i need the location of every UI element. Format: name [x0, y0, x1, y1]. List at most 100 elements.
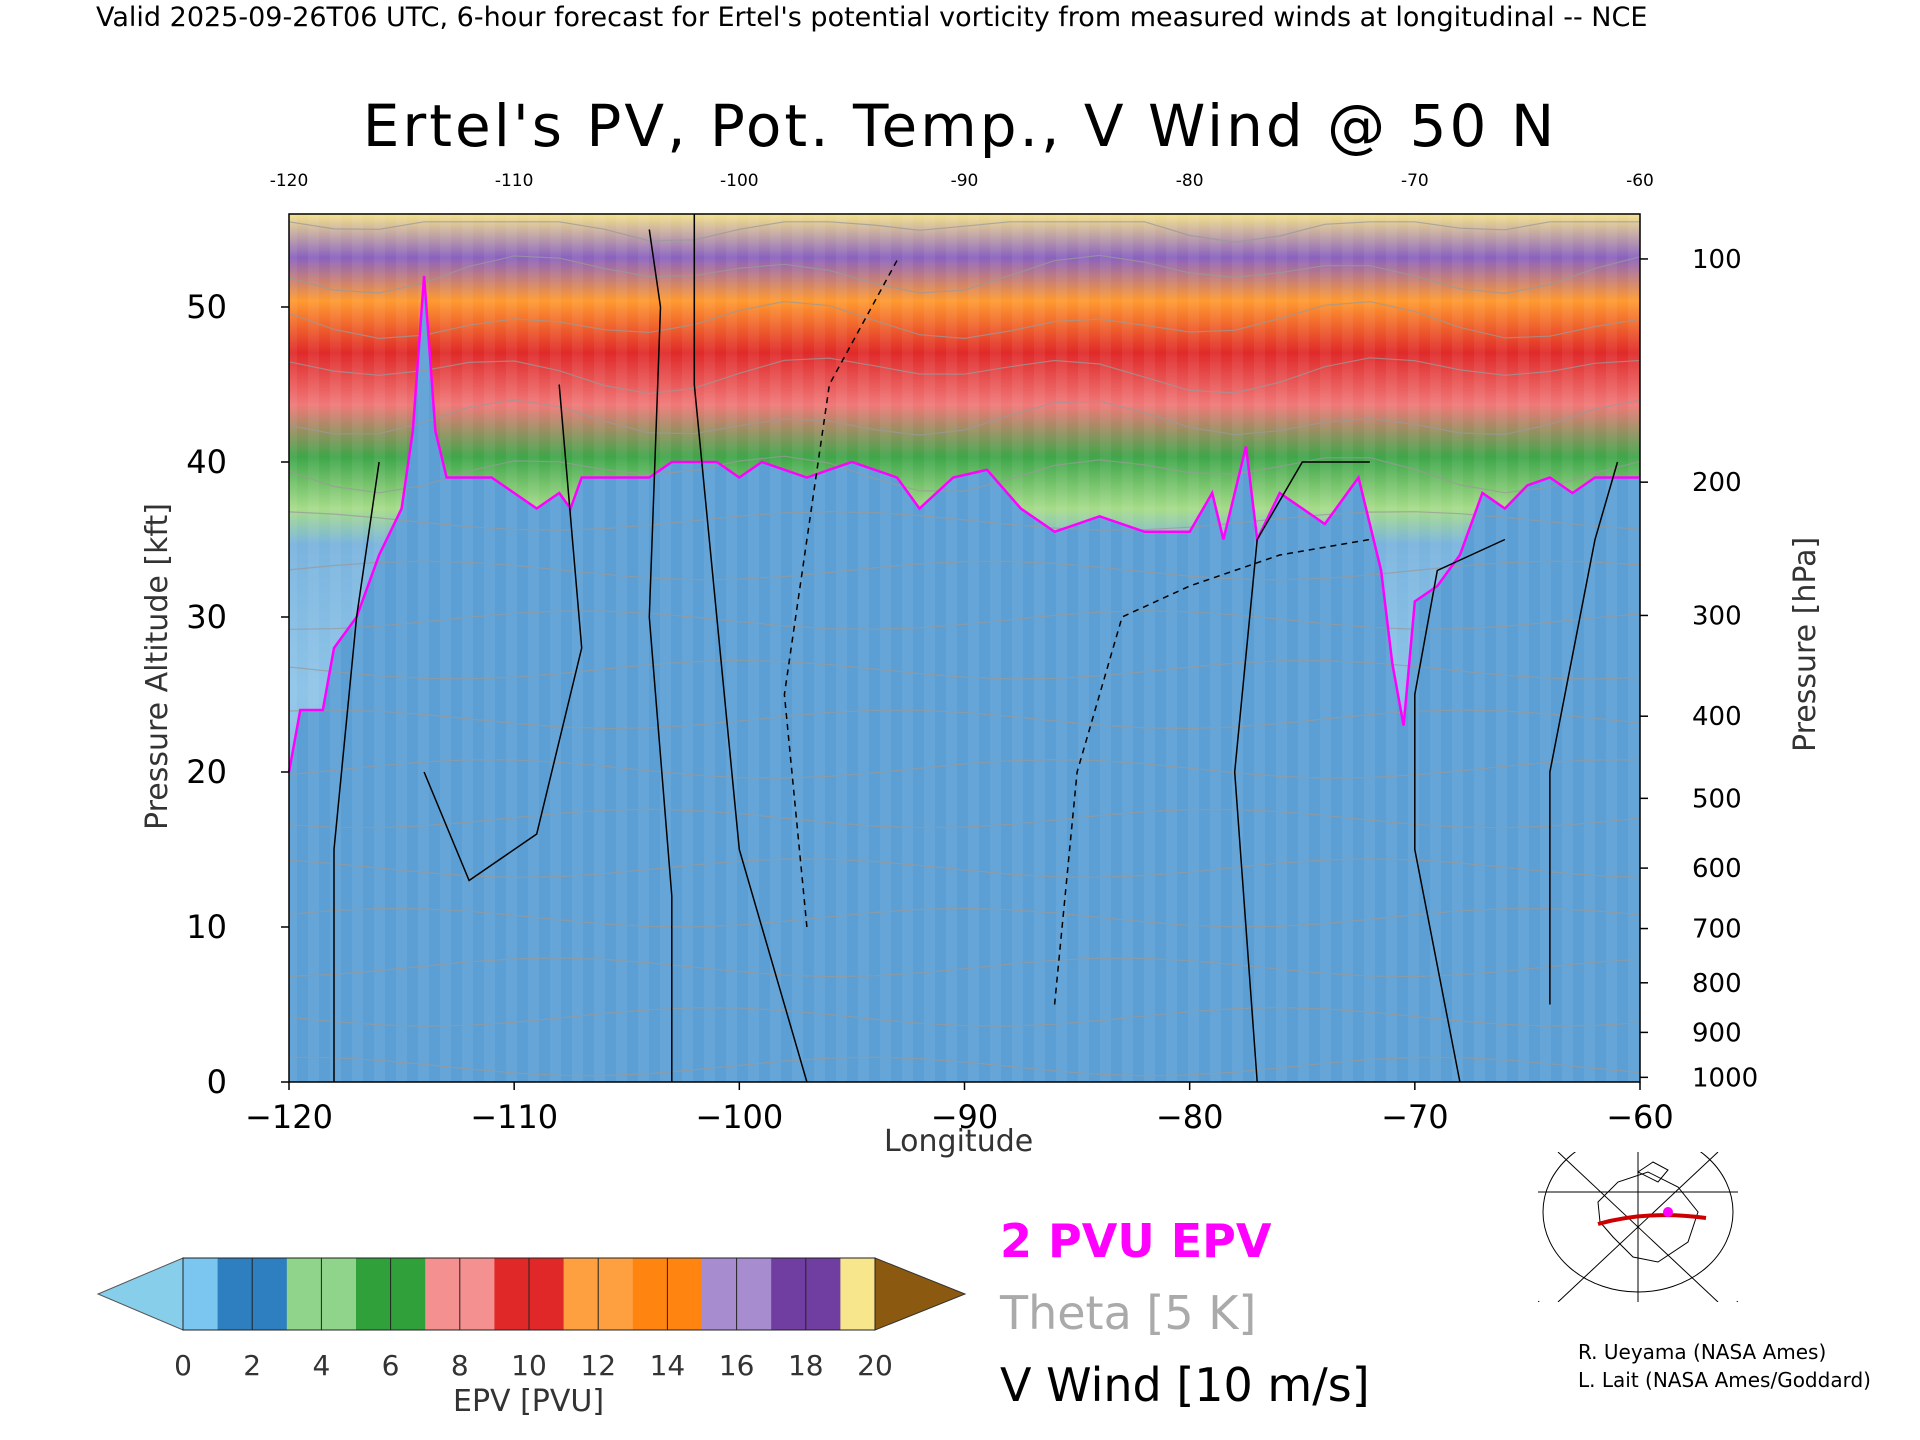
colorbar-segment — [667, 1258, 703, 1330]
y-tick-label: 10 — [186, 908, 227, 946]
x-tick-label: −90 — [931, 1098, 999, 1136]
x-tick-label: −80 — [1156, 1098, 1224, 1136]
y-axis-label-right: Pressure [hPa] — [1788, 536, 1823, 752]
colorbar-label: EPV [PVU] — [453, 1384, 605, 1419]
colorbar-segment — [632, 1258, 668, 1330]
theta-contour — [288, 300, 1641, 340]
pressure-tick-label: 700 — [1692, 915, 1742, 945]
location-map — [1538, 1152, 1738, 1302]
top-tick-label: -110 — [495, 171, 534, 191]
colorbar-segment — [217, 1258, 253, 1330]
colorbar-segment — [425, 1258, 461, 1330]
colorbar-tick-label: 20 — [857, 1349, 893, 1382]
theta-contour — [288, 399, 1641, 436]
theta-contour — [288, 957, 1641, 978]
colorbar-tick-label: 16 — [719, 1349, 755, 1382]
colorbar-tick-label: 18 — [788, 1349, 824, 1382]
theta-contour — [288, 858, 1641, 879]
colorbar-segment — [252, 1258, 288, 1330]
v-wind-contour — [1053, 538, 1370, 1005]
theta-contour — [288, 510, 1641, 531]
pressure-tick-label: 500 — [1692, 784, 1742, 814]
v-wind-contour — [783, 260, 898, 928]
colorbar-tick-label: 2 — [243, 1349, 261, 1382]
pressure-tick-label: 200 — [1692, 468, 1742, 498]
y-axis-label-left: Pressure Altitude [kft] — [140, 503, 175, 830]
theta-contour — [288, 1006, 1641, 1027]
colorbar-segment — [494, 1258, 530, 1330]
pv-field-texture — [289, 214, 1640, 1082]
colorbar-tick-label: 0 — [174, 1349, 192, 1382]
colorbar-tick-label: 10 — [511, 1349, 547, 1382]
legend-theta: Theta [5 K] — [1000, 1286, 1257, 1340]
colorbar-segment — [840, 1258, 876, 1330]
theta-contour — [288, 455, 1641, 494]
theta-contour — [288, 610, 1641, 630]
x-tick-label: −120 — [245, 1098, 333, 1136]
v-wind-contour — [1414, 538, 1506, 1083]
top-tick-label: -100 — [720, 171, 759, 191]
top-tick-label: -120 — [270, 171, 309, 191]
v-wind-contour — [1233, 461, 1370, 1083]
theta-contour — [288, 659, 1641, 680]
v-wind-contour — [333, 461, 380, 1082]
top-tick-label: -60 — [1626, 171, 1654, 191]
x-axis-label: Longitude — [884, 1124, 1034, 1159]
legend-2pvu: 2 PVU EPV — [1000, 1214, 1272, 1268]
epv-2pvu-contour — [287, 275, 1640, 773]
y-tick-label: 0 — [207, 1063, 227, 1101]
pressure-tick-label: 600 — [1692, 854, 1742, 884]
colorbar-segment — [286, 1258, 322, 1330]
colorbar-segment — [771, 1258, 807, 1330]
theta-contour — [288, 907, 1641, 928]
credit-lait: L. Lait (NASA Ames/Goddard) — [1578, 1368, 1871, 1392]
colorbar-segment — [805, 1258, 841, 1330]
colorbar-segment — [356, 1258, 392, 1330]
theta-contour — [288, 1056, 1641, 1077]
v-wind-contour — [693, 214, 808, 1083]
colorbar-segment — [529, 1258, 565, 1330]
colorbar-over-arrow — [874, 1257, 967, 1331]
colorbar-tick-label: 12 — [580, 1349, 616, 1382]
colorbar-segment — [459, 1258, 495, 1330]
theta-contour — [288, 560, 1641, 581]
v-wind-contour — [423, 384, 583, 882]
x-tick-label: −70 — [1381, 1098, 1449, 1136]
colorbar-segment — [183, 1258, 219, 1330]
pressure-tick-label: 400 — [1692, 702, 1742, 732]
x-tick-label: −110 — [470, 1098, 558, 1136]
top-tick-label: -90 — [951, 171, 979, 191]
pressure-tick-label: 800 — [1692, 969, 1742, 999]
theta-contour — [288, 357, 1641, 395]
pressure-tick-label: 100 — [1692, 245, 1742, 275]
v-wind-contour — [1549, 461, 1619, 1005]
colorbar-segment — [736, 1258, 772, 1330]
colorbar-tick-label: 14 — [650, 1349, 686, 1382]
chart-title: Ertel's PV, Pot. Temp., V Wind @ 50 N — [362, 92, 1558, 160]
y-tick-label: 30 — [186, 598, 227, 636]
colorbar-segment — [321, 1258, 357, 1330]
v-wind-contour — [648, 229, 673, 1082]
pressure-tick-label: 900 — [1692, 1018, 1742, 1048]
top-tick-label: -70 — [1401, 171, 1429, 191]
colorbar-under-arrow — [96, 1257, 184, 1331]
legend-v-wind: V Wind [10 m/s] — [1000, 1358, 1370, 1412]
pressure-tick-label: 300 — [1692, 601, 1742, 631]
y-tick-label: 40 — [186, 443, 227, 481]
theta-contour — [288, 221, 1640, 243]
colorbar-segment — [390, 1258, 426, 1330]
pressure-tick-label: 1000 — [1692, 1063, 1758, 1093]
x-tick-label: −100 — [695, 1098, 783, 1136]
colorbar-segment — [563, 1258, 599, 1330]
colorbar-segment — [598, 1258, 634, 1330]
colorbar-tick-label: 6 — [382, 1349, 400, 1382]
colorbar-tick-label: 8 — [451, 1349, 469, 1382]
y-tick-label: 20 — [186, 753, 227, 791]
y-tick-label: 50 — [186, 288, 227, 326]
credit-ueyama: R. Ueyama (NASA Ames) — [1578, 1340, 1827, 1364]
colorbar-tick-label: 4 — [312, 1349, 330, 1382]
top-tick-label: -80 — [1176, 171, 1204, 191]
x-tick-label: −60 — [1606, 1098, 1674, 1136]
colorbar-segment — [702, 1258, 738, 1330]
